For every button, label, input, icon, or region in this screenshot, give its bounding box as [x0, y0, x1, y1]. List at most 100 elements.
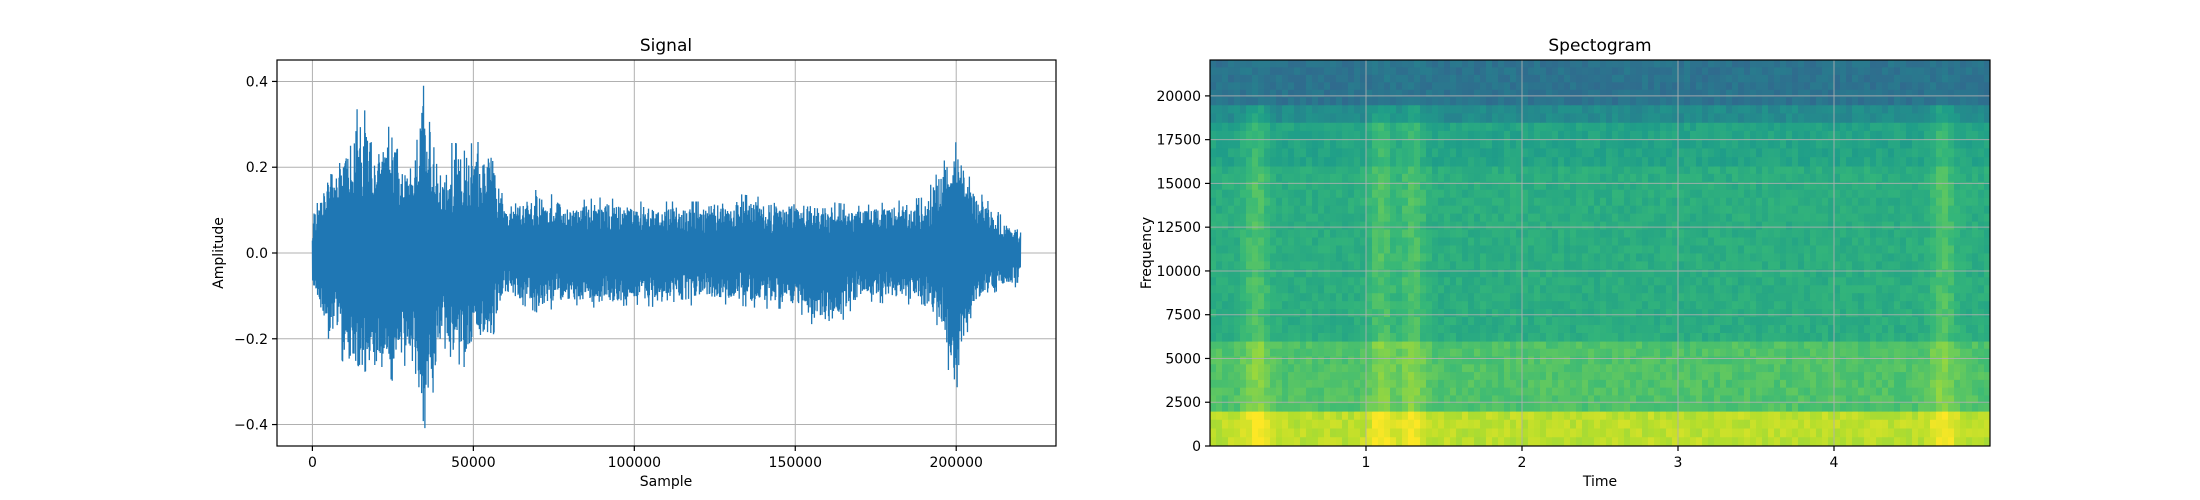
- spectrogram-cell: [1594, 340, 1601, 350]
- spectrogram-cell: [1396, 197, 1403, 207]
- spectrogram-cell: [1510, 387, 1517, 397]
- spectrogram-cell: [1666, 139, 1673, 149]
- spectrogram-cell: [1618, 403, 1625, 412]
- spectrogram-cell: [1228, 419, 1235, 430]
- spectrogram-cell: [1600, 437, 1607, 446]
- spectrogram-cell: [1498, 410, 1505, 421]
- spectrogram-cell: [1834, 139, 1841, 149]
- spectrogram-cell: [1282, 301, 1289, 310]
- spectrogram-cell: [1408, 348, 1415, 358]
- spectrogram-cell: [1618, 333, 1625, 342]
- spectrogram-cell: [1960, 419, 1967, 430]
- spectrogram-cell: [1852, 293, 1859, 302]
- spectrogram-cell: [1636, 419, 1643, 430]
- spectrogram-cell: [1660, 205, 1667, 215]
- spectrogram-cell: [1456, 325, 1463, 334]
- spectrogram-cell: [1720, 205, 1727, 215]
- spectrogram-cell: [1660, 293, 1667, 302]
- spectrogram-cell: [1522, 395, 1529, 404]
- spectrogram-cell: [1228, 395, 1235, 404]
- spectrogram-cell: [1726, 181, 1733, 191]
- spectrogram-cell: [1906, 428, 1913, 438]
- spectrogram-cell: [1294, 348, 1301, 358]
- spectrogram-cell: [1378, 253, 1385, 262]
- spectrogram-cell: [1642, 165, 1649, 175]
- spectrogram-cell: [1618, 309, 1625, 318]
- spectrogram-cell: [1420, 261, 1427, 270]
- spectrogram-cell: [1408, 205, 1415, 215]
- spectrogram-cell: [1552, 419, 1559, 430]
- spectrogram-cell: [1282, 403, 1289, 412]
- spectrogram-cell: [1906, 348, 1913, 358]
- spectrogram-cell: [1468, 173, 1475, 183]
- spectrogram-cell: [1900, 189, 1907, 199]
- spectrogram-cell: [1918, 139, 1925, 149]
- spectrogram-cell: [1492, 293, 1499, 302]
- spectrogram-cell: [1510, 379, 1517, 389]
- spectrogram-cell: [1840, 325, 1847, 334]
- spectrogram-cell: [1456, 245, 1463, 255]
- spectrogram-cell: [1906, 269, 1913, 278]
- spectrogram-cell: [1960, 165, 1967, 175]
- spectrogram-cell: [1510, 317, 1517, 326]
- spectrogram-cell: [1426, 189, 1433, 199]
- spectrogram-cell: [1864, 189, 1871, 199]
- spectrogram-cell: [1774, 387, 1781, 397]
- spectrogram-cell: [1594, 437, 1601, 446]
- spectrogram-cell: [1438, 285, 1445, 294]
- spectrogram-cell: [1342, 293, 1349, 302]
- spectrogram-cell: [1840, 213, 1847, 223]
- spectrogram-cell: [1900, 309, 1907, 318]
- spectrogram-cell: [1810, 197, 1817, 207]
- spectrogram-cell: [1366, 301, 1373, 310]
- spectrogram-cell: [1630, 437, 1637, 446]
- spectrogram-cell: [1516, 245, 1523, 255]
- spectrogram-cell: [1306, 301, 1313, 310]
- spectrogram-cell: [1222, 277, 1229, 286]
- spectrogram-cell: [1240, 221, 1247, 231]
- spectrogram-cell: [1930, 403, 1937, 412]
- spectrogram-cell: [1384, 364, 1391, 373]
- spectrogram-cell: [1816, 253, 1823, 262]
- spectrogram-cell: [1858, 130, 1865, 141]
- spectrogram-cell: [1474, 285, 1481, 294]
- spectrogram-cell: [1558, 301, 1565, 310]
- spectrogram-cell: [1780, 379, 1787, 389]
- spectrogram-cell: [1318, 261, 1325, 270]
- spectrogram-cell: [1978, 387, 1985, 397]
- spectrogram-cell: [1330, 301, 1337, 310]
- spectrogram-cell: [1978, 356, 1985, 365]
- spectrogram-cell: [1246, 165, 1253, 175]
- spectrogram-cell: [1216, 181, 1223, 191]
- spectrogram-cell: [1270, 340, 1277, 350]
- spectrogram-cell: [1912, 364, 1919, 373]
- spectrogram-cell: [1834, 237, 1841, 247]
- spectrogram-cell: [1924, 269, 1931, 278]
- spectrogram-cell: [1426, 229, 1433, 239]
- spectrogram-cell: [1324, 261, 1331, 270]
- spectrogram-cell: [1732, 395, 1739, 404]
- spectrogram-cell: [1762, 165, 1769, 175]
- spectrogram-cell: [1408, 301, 1415, 310]
- spectrogram-cell: [1294, 197, 1301, 207]
- spectrogram-cell: [1300, 348, 1307, 358]
- spectrogram-cell: [1642, 403, 1649, 412]
- spectrogram-cell: [1540, 437, 1547, 446]
- spectrogram-cell: [1810, 205, 1817, 215]
- spectrogram-cell: [1522, 261, 1529, 270]
- spectrogram-cell: [1240, 165, 1247, 175]
- spectrogram-cell: [1474, 197, 1481, 207]
- spectrogram-cell: [1270, 221, 1277, 231]
- spectrogram-cell: [1636, 245, 1643, 255]
- spectrogram-cell: [1810, 379, 1817, 389]
- spectrogram-cell: [1798, 437, 1805, 446]
- spectrogram-cell: [1552, 317, 1559, 326]
- spectrogram-cell: [1720, 130, 1727, 141]
- spectrogram-cell: [1642, 372, 1649, 381]
- spectrogram-cell: [1918, 245, 1925, 255]
- spectrogram-cell: [1576, 205, 1583, 215]
- spectrogram-cell: [1516, 173, 1523, 183]
- spectrogram-cell: [1816, 237, 1823, 247]
- spectrogram-cell: [1528, 437, 1535, 446]
- spectrogram-cell: [1810, 419, 1817, 430]
